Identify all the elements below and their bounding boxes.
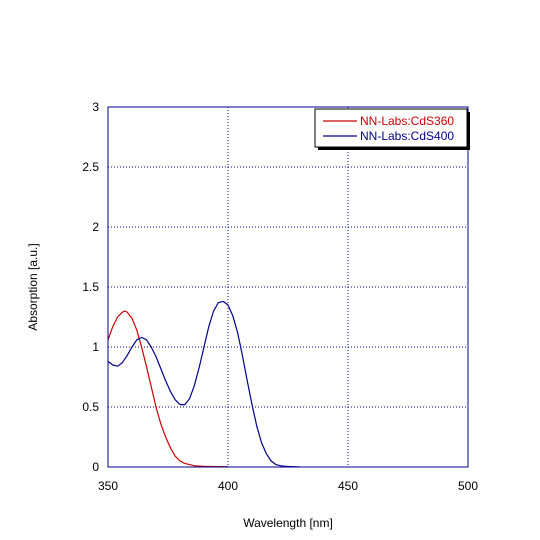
legend-entry-0: NN-Labs:CdS360 <box>360 114 454 128</box>
x-tick-label: 400 <box>218 479 238 493</box>
x-axis-label: Wavelength [nm] <box>243 516 333 530</box>
y-axis-label: Absorption [a.u.] <box>26 243 40 330</box>
legend-entry-1: NN-Labs:CdS400 <box>360 129 454 143</box>
series-line-0 <box>107 310 229 468</box>
y-tick-label: 0 <box>92 460 99 474</box>
y-tick-label: 2 <box>92 220 99 234</box>
plot-lines <box>107 300 301 468</box>
y-tick-label: 1.5 <box>82 280 99 294</box>
x-tick-label: 450 <box>338 479 358 493</box>
x-tick-label: 350 <box>98 479 118 493</box>
y-tick-labels: 0 0.5 1 1.5 2 2.5 3 <box>82 100 99 474</box>
y-tick-label: 0.5 <box>82 400 99 414</box>
x-tick-labels: 350 400 450 500 <box>98 479 478 493</box>
grid-lines <box>108 107 468 467</box>
x-tick-label: 500 <box>458 479 478 493</box>
y-tick-label: 2.5 <box>82 160 99 174</box>
series-line-1 <box>107 300 301 468</box>
y-tick-label: 1 <box>92 340 99 354</box>
y-tick-label: 3 <box>92 100 99 114</box>
legend-box <box>314 108 468 148</box>
plot-frame <box>107 106 469 468</box>
